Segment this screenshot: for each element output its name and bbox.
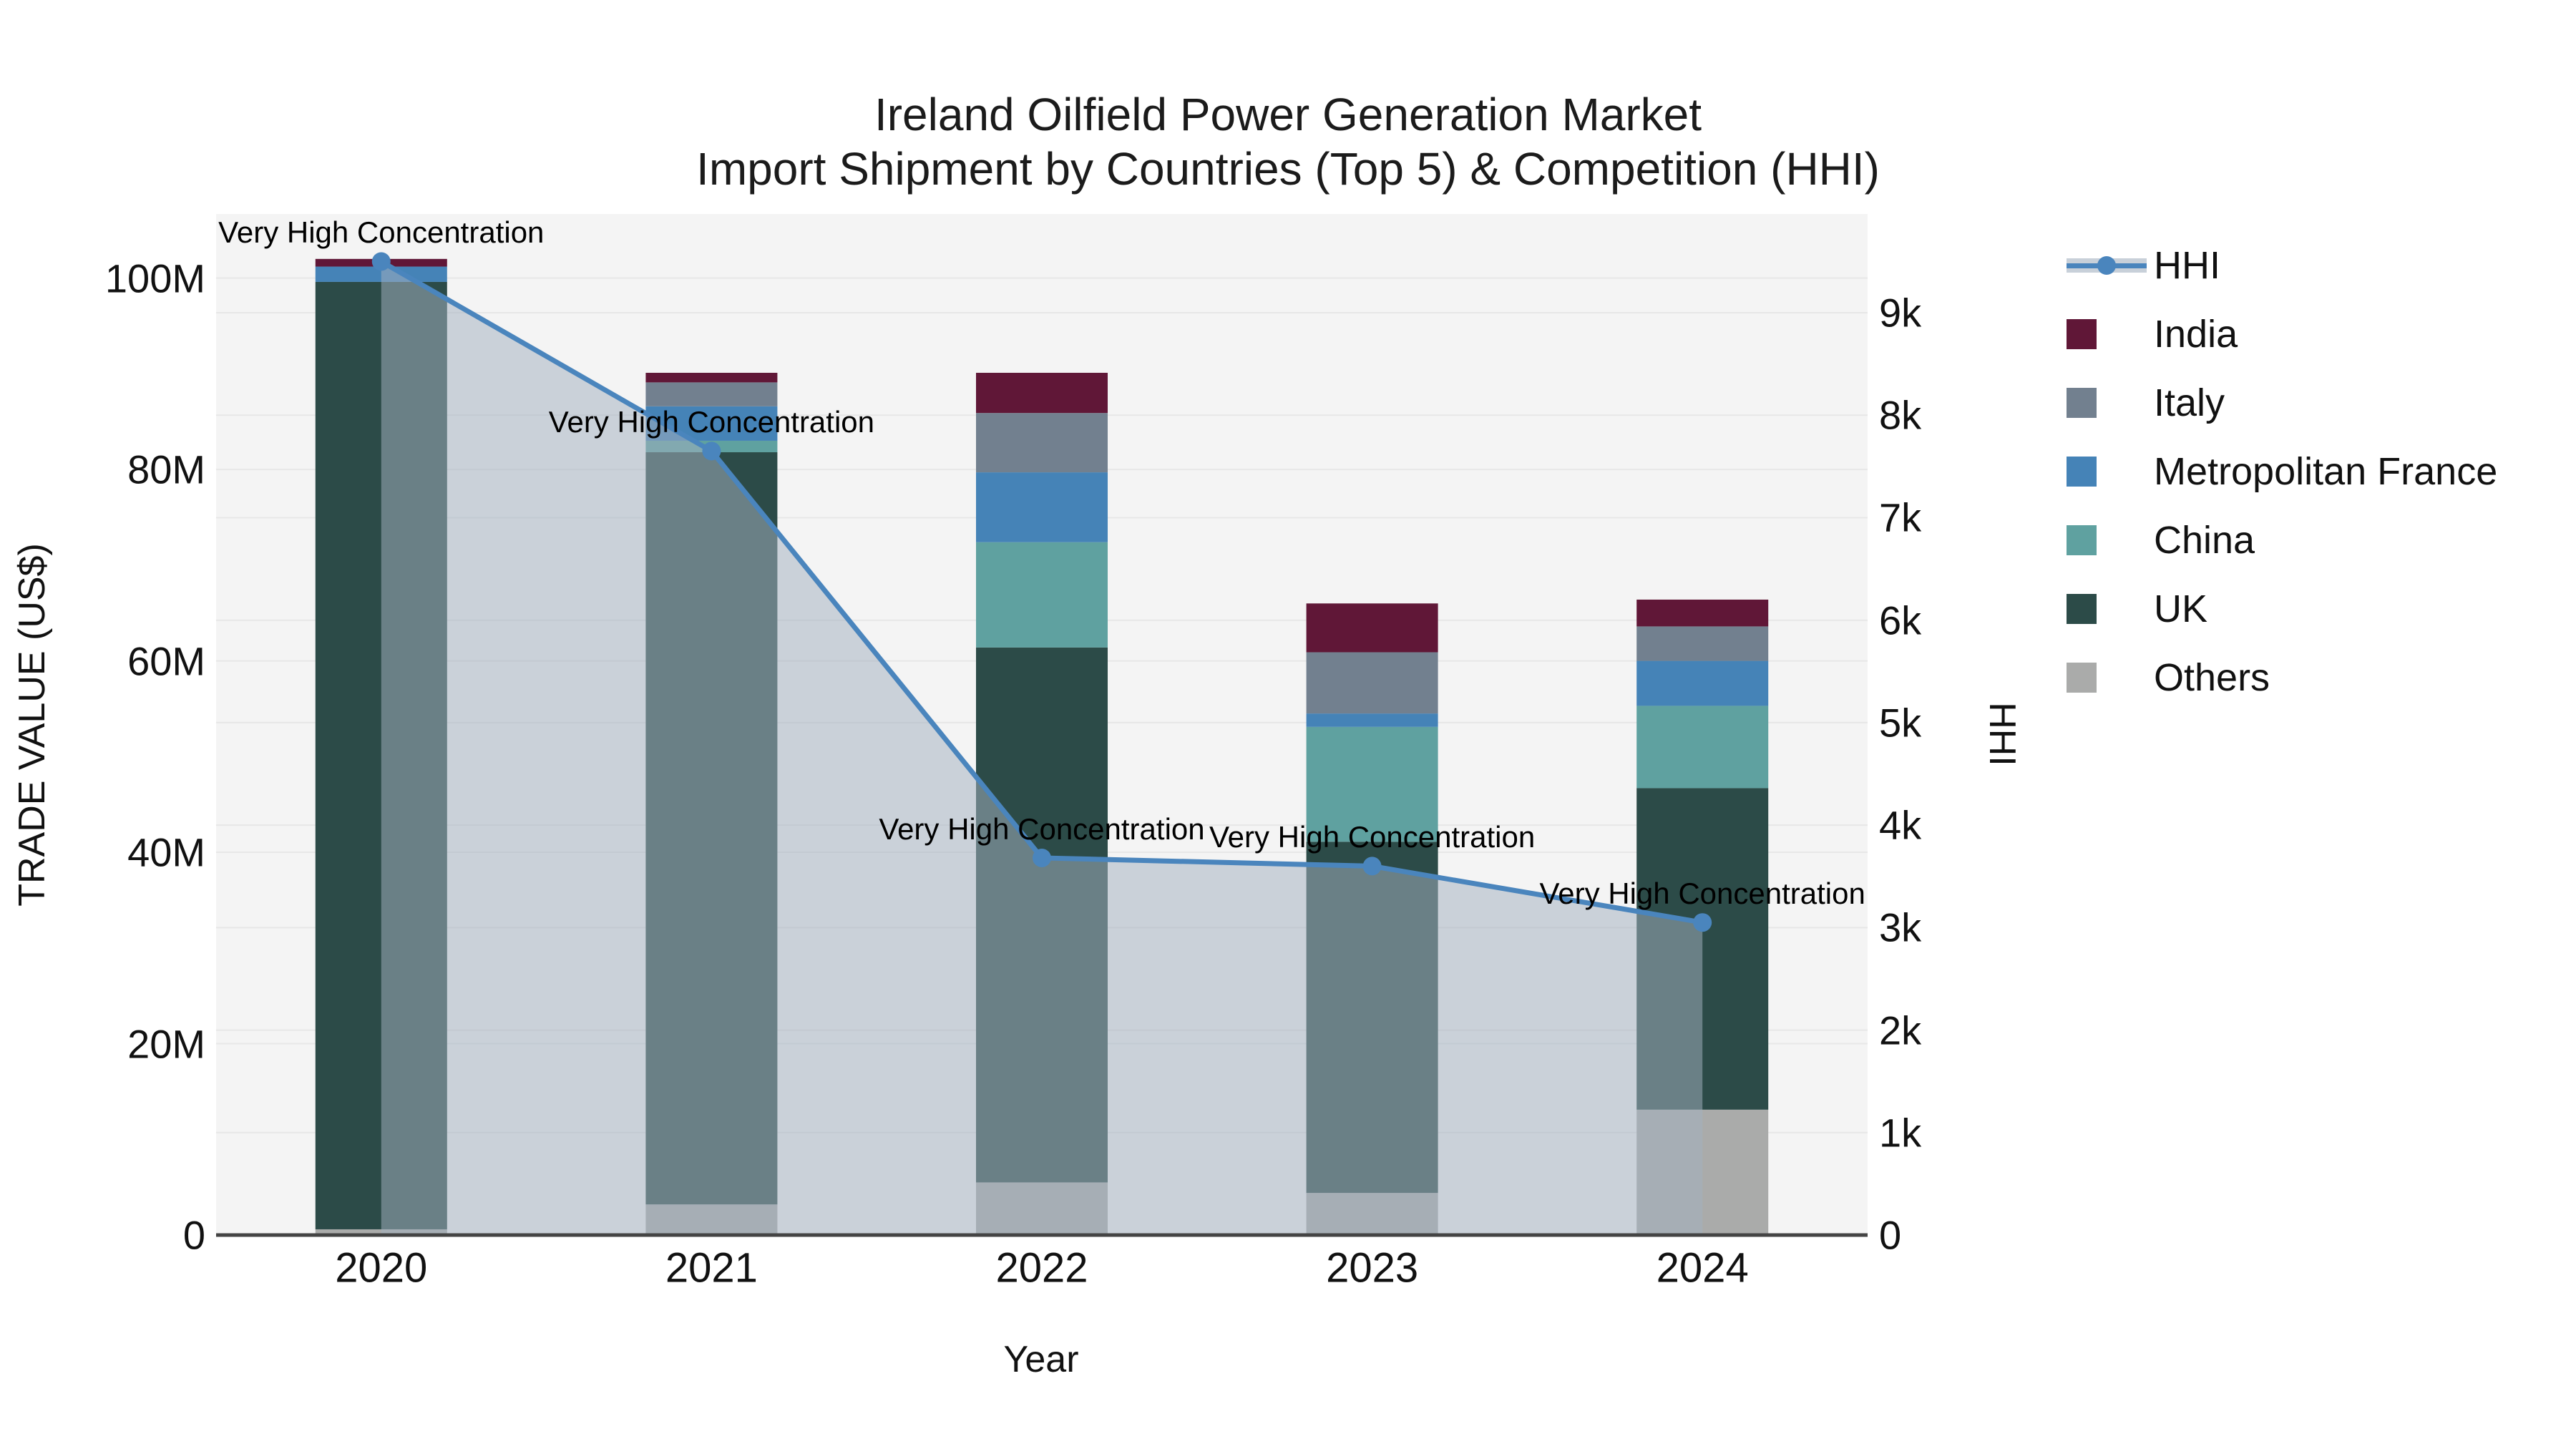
y-left-tick-100M: 100M [104,255,205,301]
y-left-tick-80M: 80M [127,447,205,492]
y-right-tick-7k: 7k [1879,494,1922,540]
annotation-2024: Very High Concentration [1539,877,1865,911]
y-right-tick-1k: 1k [1879,1110,1922,1156]
y-right-tick-3k: 3k [1879,904,1922,950]
annotation-2023: Very High Concentration [1209,820,1536,854]
color-swatch-icon [2067,457,2097,487]
legend-label-india: India [2154,313,2238,356]
legend-label-china: China [2154,519,2255,562]
hhi-area-fill [381,261,1703,1235]
legend-item-china[interactable]: China [2067,506,2497,575]
y-right-tick-5k: 5k [1879,700,1922,746]
legend-label-others: Others [2154,656,2270,699]
x-tick-2023: 2023 [1326,1244,1419,1292]
bar-2023-italy [1306,652,1438,714]
hhi-marker-2021 [702,441,721,461]
legend-swatch-uk [2067,594,2147,624]
y-axis-title-left: TRADE VALUE (US$) [11,543,53,907]
bar-2024-metropolitan-france [1636,660,1769,706]
legend-swatch-india [2067,319,2147,349]
bar-2022-india [976,373,1108,414]
chart-title-line2: Import Shipment by Countries (Top 5) & C… [696,143,1880,195]
bar-2024-italy [1636,626,1769,661]
legend: HHI India Italy Metropolitan France China UK O… [2067,231,2497,712]
legend-item-metropolitan-france[interactable]: Metropolitan France [2067,437,2497,506]
legend-item-india[interactable]: India [2067,300,2497,369]
y-right-tick-8k: 8k [1879,392,1922,438]
y-left-tick-60M: 60M [127,638,205,684]
annotation-2021: Very High Concentration [548,405,875,439]
bar-2021-italy [645,382,778,406]
bar-2022-china [976,542,1108,648]
legend-swatch-others [2067,663,2147,693]
hhi-marker-dot-icon [2097,256,2116,275]
hhi-marker-2020 [371,252,391,271]
bar-2024-india [1636,599,1769,627]
annotation-2022: Very High Concentration [879,811,1205,846]
bar-2022-italy [976,413,1108,473]
chart-title-line1: Ireland Oilfield Power Generation Market [874,89,1702,140]
bar-2021-india [645,373,778,383]
hhi-marker-2022 [1033,848,1051,867]
x-tick-2020: 2020 [335,1244,428,1292]
hhi-line-icon [2067,250,2147,280]
y-right-tick-0: 0 [1879,1212,1902,1258]
chart-title: Ireland Oilfield Power Generation Market… [0,87,2576,196]
y-right-tick-9k: 9k [1879,290,1922,336]
y-right-tick-4k: 4k [1879,802,1922,848]
legend-item-hhi[interactable]: HHI [2067,231,2497,300]
legend-label-italy: Italy [2154,381,2225,424]
bar-2023-china [1306,726,1438,842]
y-right-tick-6k: 6k [1879,597,1922,643]
legend-swatch-china [2067,525,2147,555]
x-tick-2021: 2021 [665,1244,758,1292]
y-right-tick-2k: 2k [1879,1008,1922,1053]
color-swatch-icon [2067,594,2097,624]
color-swatch-icon [2067,525,2097,555]
hhi-marker-2024 [1693,913,1712,932]
bar-2022-metropolitan-france [976,472,1108,542]
legend-item-italy[interactable]: Italy [2067,369,2497,437]
color-swatch-icon [2067,663,2097,693]
hhi-marker-2023 [1362,857,1382,876]
legend-swatch-italy [2067,388,2147,418]
annotation-2020: Very High Concentration [218,215,545,250]
bar-2024-china [1636,706,1769,789]
legend-item-others[interactable]: Others [2067,643,2497,712]
y-left-tick-40M: 40M [127,829,205,875]
legend-label-hhi: HHI [2154,244,2220,287]
y-left-tick-0: 0 [182,1212,205,1258]
legend-label-uk: UK [2154,587,2208,630]
legend-swatch-metropolitan-france [2067,457,2147,487]
x-tick-2022: 2022 [995,1244,1088,1292]
bar-2023-india [1306,603,1438,653]
x-tick-2024: 2024 [1656,1244,1749,1292]
legend-label-metropolitan-france: Metropolitan France [2154,450,2498,493]
x-axis-title: Year [1003,1339,1079,1380]
legend-item-uk[interactable]: UK [2067,575,2497,643]
y-left-tick-20M: 20M [127,1021,205,1067]
bar-2023-metropolitan-france [1306,713,1438,727]
color-swatch-icon [2067,388,2097,418]
y-axis-title-right: HHI [1981,702,2023,766]
color-swatch-icon [2067,319,2097,349]
